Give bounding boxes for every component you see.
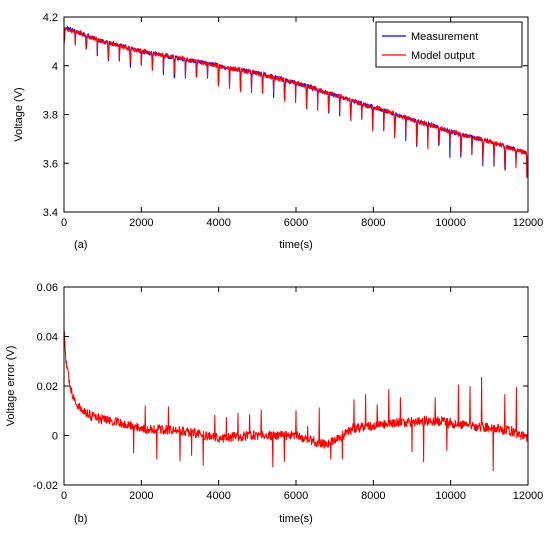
plot-area (64, 25, 528, 179)
panel-label: (a) (74, 239, 87, 251)
x-tick-label: 8000 (361, 490, 385, 502)
panel-label: (b) (74, 513, 87, 525)
y-tick-label: 0 (52, 431, 58, 443)
panel-a: 0 2000 4000 6000 8000 10000 12000 3.4 3.6 3.8 4 4.2… (13, 12, 543, 251)
x-tick-label: 10000 (435, 490, 466, 502)
series-line-error-0 (64, 330, 528, 472)
y-tick-label: 3.4 (43, 207, 58, 219)
x-tick-label: 12000 (513, 490, 544, 502)
x-tick-label: 2000 (129, 490, 153, 502)
legend-entry: Model output (411, 50, 475, 62)
legend-box (375, 21, 523, 68)
x-axis-label: time(s) (279, 513, 313, 525)
legend-entry: Measurement (411, 31, 478, 43)
series-line-model-output (64, 26, 528, 179)
x-tick-label: 0 (61, 490, 67, 502)
y-tick-label: 3.8 (43, 110, 58, 122)
plot-area (64, 330, 528, 472)
y-tick-label: -0.02 (33, 480, 58, 492)
x-tick-label: 4000 (206, 490, 230, 502)
panel-b: 0 2000 4000 6000 8000 10000 12000-0.0200.020.0… (5, 282, 543, 525)
x-tick-label: 6000 (284, 490, 308, 502)
y-tick-label: 0.06 (37, 282, 58, 294)
y-axis-label: Voltage (V) (13, 87, 25, 141)
x-tick-label: 6000 (284, 217, 308, 229)
y-tick-label: 3.6 (43, 158, 58, 170)
x-tick-label: 0 (61, 217, 67, 229)
y-tick-label: 4.2 (43, 12, 58, 24)
y-tick-label: 4 (52, 61, 58, 73)
y-axis-label: Voltage error (V) (5, 346, 17, 427)
x-axis-label: time(s) (279, 239, 313, 251)
x-tick-label: 4000 (206, 217, 230, 229)
x-tick-label: 10000 (435, 217, 466, 229)
y-tick-label: 0.04 (37, 332, 58, 344)
legend: Measurement Model output (375, 21, 523, 68)
x-tick-label: 12000 (513, 217, 544, 229)
x-tick-label: 2000 (129, 217, 153, 229)
x-tick-label: 8000 (361, 217, 385, 229)
y-tick-label: 0.02 (37, 381, 58, 393)
